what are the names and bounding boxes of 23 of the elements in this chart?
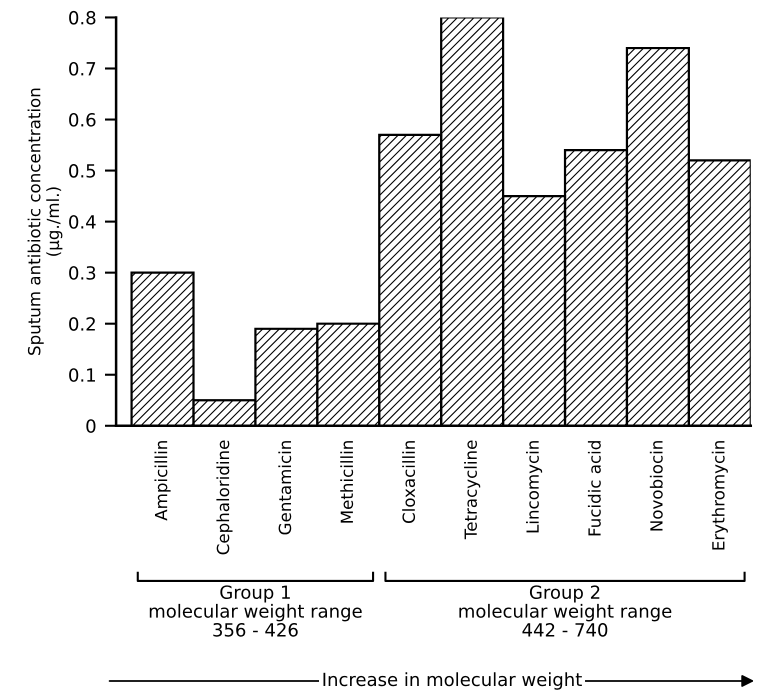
y-tick-label: 0.5 [69,164,96,178]
y-tick-label: 0.8 [69,10,96,25]
text: Group 2 molecular weight range 442 - 740 [459,585,672,637]
x-tick-label: Cephaloridine [216,440,233,554]
y-tick-label: 0.4 [69,215,96,229]
x-tick-label: Tetracycline [464,440,480,540]
x-tick-label: Methicillin [340,441,354,523]
y-axis-title: Sputum antibiotic concentration (µg./ml.) [28,88,62,355]
x-tick-label: Ampicillin [154,441,171,521]
y-tick-label: 0.2 [69,317,95,331]
y-tick-label: 0 [86,419,96,433]
x-tick-label: Cloxacillin [402,441,416,524]
y-tick-label: 0.3 [69,266,96,280]
y-tick-label: 0.6 [69,112,96,127]
text: Group 1 molecular weight range 356 - 426 [150,585,362,637]
y-tick-label: 0.7 [69,62,96,76]
x-tick-label: Fucidic acid [588,441,601,536]
text: Increase in molecular weight [323,672,582,690]
y-tick-label: 0.1 [69,368,95,382]
x-tick-label: Gentamicin [278,441,292,534]
x-tick-label: Novobiocin [650,441,663,531]
x-tick-label: Erythromycin [712,441,728,550]
x-tick-label: Lincomycin [526,441,542,532]
